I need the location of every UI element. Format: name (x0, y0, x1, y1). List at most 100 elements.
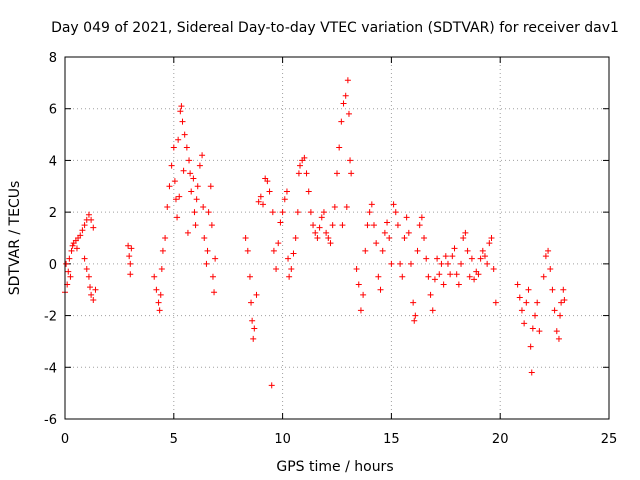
data-point (158, 266, 165, 273)
data-point (85, 273, 92, 280)
data-point (442, 253, 449, 260)
data-point (320, 209, 327, 216)
data-point (425, 273, 432, 280)
data-point (316, 224, 323, 231)
data-point (477, 255, 484, 262)
data-point (462, 229, 469, 236)
data-point (177, 108, 184, 115)
data-point (557, 312, 564, 319)
data-point (488, 235, 495, 241)
data-point (88, 216, 95, 223)
data-point (421, 235, 428, 241)
data-point (281, 196, 288, 203)
data-point (180, 167, 187, 174)
data-point (270, 247, 277, 254)
y-tick-label: -2 (44, 310, 57, 325)
data-point (558, 299, 565, 306)
data-point (405, 229, 412, 236)
data-point (275, 240, 282, 247)
data-point (209, 273, 216, 280)
data-point (67, 273, 74, 280)
data-point (85, 211, 92, 218)
data-point (340, 100, 347, 107)
x-tick-label: 10 (274, 432, 291, 447)
data-point (397, 260, 404, 267)
data-point (518, 307, 525, 314)
data-point (342, 92, 349, 99)
data-point (253, 291, 260, 298)
data-point (77, 232, 84, 239)
data-point (305, 188, 312, 195)
grid (64, 56, 610, 420)
data-point (87, 284, 94, 291)
data-point (560, 286, 567, 293)
data-point (475, 271, 482, 278)
data-point (447, 271, 454, 278)
data-point (521, 320, 528, 327)
data-point (412, 312, 419, 319)
data-point (172, 196, 179, 203)
data-point (373, 240, 380, 247)
data-point (529, 325, 536, 332)
data-point (175, 136, 182, 143)
y-axis-label: SDTVAR / TECUs (7, 181, 23, 296)
data-point (246, 273, 253, 280)
data-point (207, 183, 214, 190)
data-point (377, 286, 384, 293)
data-point (153, 286, 160, 293)
data-point (273, 266, 280, 273)
data-point (561, 297, 568, 304)
data-point (334, 170, 340, 177)
plot-frame (64, 56, 610, 420)
data-point (164, 203, 171, 210)
data-point (555, 335, 562, 342)
data-point (250, 335, 257, 342)
data-point (410, 299, 417, 306)
data-point (542, 253, 549, 260)
y-tick-label: -6 (44, 413, 57, 428)
data-point (355, 281, 362, 288)
data-point (194, 183, 201, 190)
data-point (547, 266, 554, 273)
data-point (176, 193, 183, 200)
y-tick-label: 4 (49, 154, 57, 169)
data-point (242, 235, 249, 241)
data-point (353, 266, 360, 273)
data-point (73, 245, 80, 252)
data-point (200, 203, 207, 210)
data-point (79, 227, 86, 234)
data-point (471, 276, 478, 283)
data-point (187, 170, 194, 177)
data-point (264, 178, 271, 185)
data-point (338, 118, 345, 125)
data-point (310, 222, 317, 229)
data-point (460, 235, 467, 241)
data-point (211, 289, 218, 296)
data-point (65, 268, 72, 275)
data-point (260, 201, 267, 208)
data-point (127, 271, 134, 278)
data-point (301, 154, 308, 161)
data-point (314, 235, 321, 241)
data-point (486, 240, 493, 247)
data-point (348, 170, 355, 177)
x-tick-label: 5 (170, 432, 178, 447)
data-points (62, 77, 568, 389)
data-point (295, 170, 302, 177)
data-point (416, 222, 423, 229)
data-point (394, 222, 401, 229)
data-point (375, 273, 382, 280)
data-point (523, 299, 530, 306)
data-point (366, 209, 373, 216)
data-point (549, 286, 556, 293)
data-point (458, 260, 465, 267)
data-point (388, 260, 395, 267)
y-tick-label: 8 (49, 51, 57, 66)
data-point (407, 260, 414, 267)
data-point (181, 131, 188, 138)
data-point (362, 247, 369, 254)
data-point (345, 110, 352, 117)
data-point (464, 247, 471, 254)
data-point (292, 235, 299, 241)
